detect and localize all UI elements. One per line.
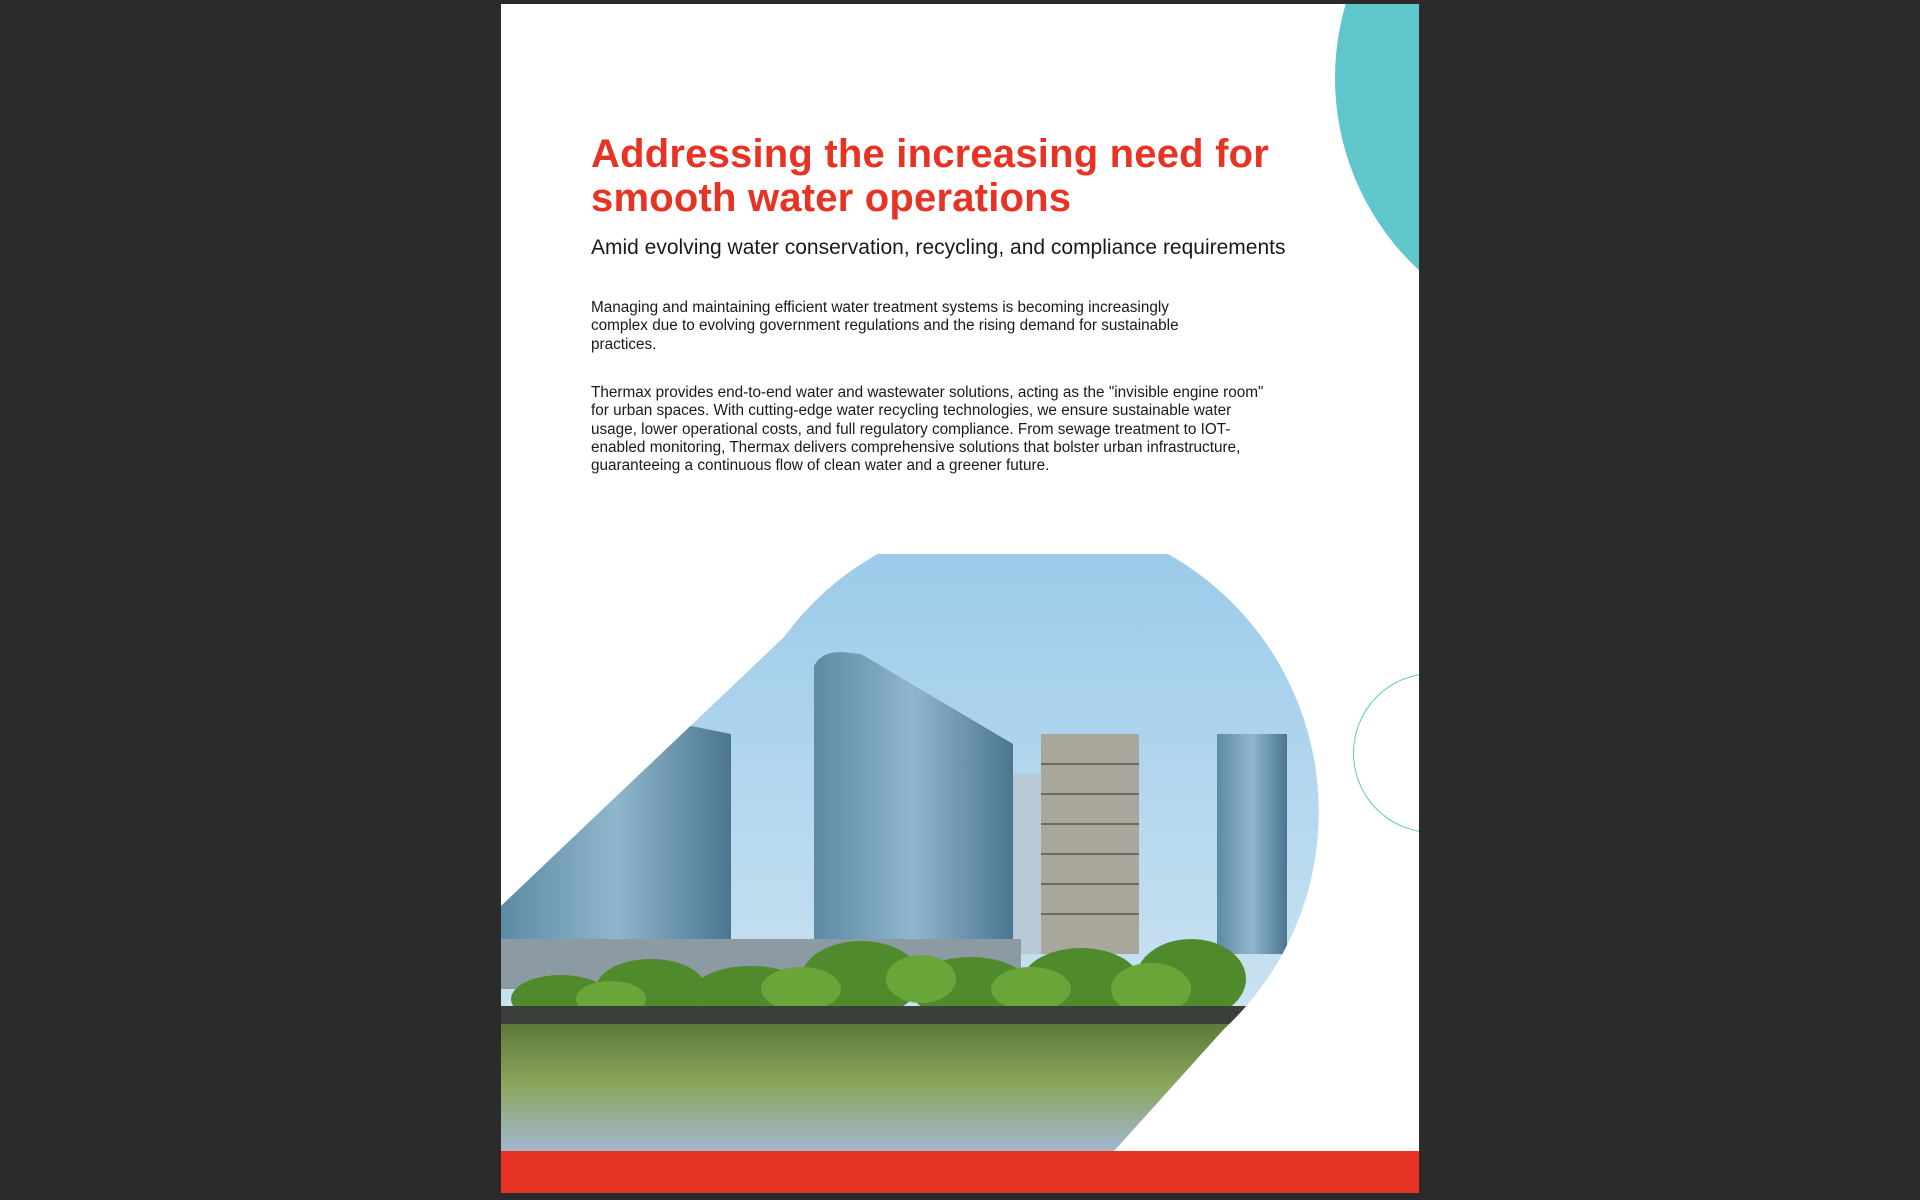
document-page: Addressing the increasing need for smoot… <box>501 4 1419 1193</box>
body-paragraph-1: Managing and maintaining efficient water… <box>591 299 1179 353</box>
footer-red-band <box>501 1151 1419 1193</box>
city-skyline-photo <box>501 554 1319 1151</box>
page-subtitle: Amid evolving water conservation, recycl… <box>591 236 1286 259</box>
page-title: Addressing the increasing need for smoot… <box>591 132 1270 220</box>
body-paragraph-2: Thermax provides end-to-end water and wa… <box>591 384 1264 475</box>
